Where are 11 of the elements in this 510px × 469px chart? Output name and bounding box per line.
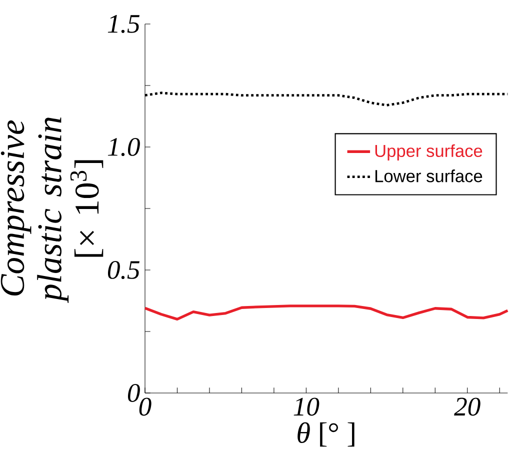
y-axis-title: Compressive plastic strain [× 10$^{3}$] bbox=[0, 117, 104, 303]
y-tick-label: 1.0 bbox=[108, 138, 140, 156]
y-tick-label: 1.5 bbox=[108, 15, 140, 33]
y-tick-label: 0 bbox=[128, 384, 140, 402]
legend-label: Lower surface bbox=[375, 170, 482, 182]
x-tick-label: 0 bbox=[139, 398, 152, 416]
legend-label: Upper surface bbox=[375, 144, 482, 160]
x-tick-label: 20 bbox=[454, 398, 480, 416]
y-tick-label: 0.5 bbox=[108, 260, 140, 280]
x-axis-title: θ [° ] bbox=[298, 422, 354, 447]
x-tick-label: 10 bbox=[294, 398, 320, 416]
